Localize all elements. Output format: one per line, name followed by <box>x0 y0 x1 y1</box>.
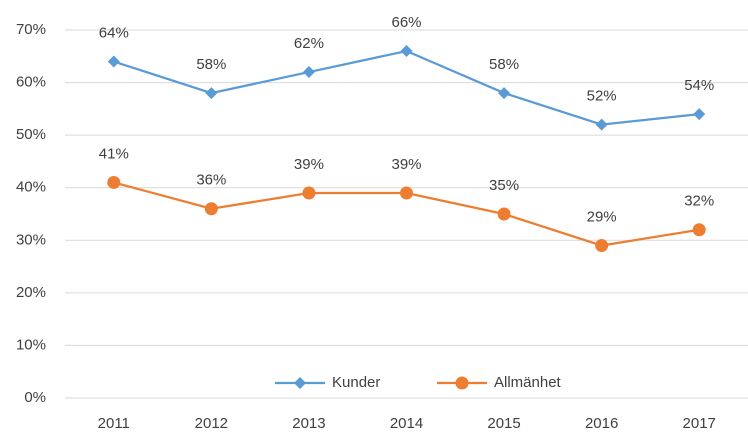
marker <box>204 202 218 216</box>
data-label: 41% <box>99 145 129 162</box>
data-label: 64% <box>99 25 129 42</box>
y-tick-label: 30% <box>16 231 46 248</box>
marker <box>595 239 609 253</box>
x-tick-label: 2016 <box>585 415 618 432</box>
data-label: 39% <box>294 156 324 173</box>
y-tick-label: 10% <box>16 336 46 353</box>
x-tick-label: 2013 <box>292 415 325 432</box>
x-tick-label: 2017 <box>683 415 716 432</box>
marker <box>693 108 706 121</box>
data-label: 36% <box>196 172 226 189</box>
marker <box>692 223 706 237</box>
marker <box>400 186 413 200</box>
marker <box>497 207 511 221</box>
data-label: 58% <box>489 56 519 73</box>
legend-marker <box>294 377 306 389</box>
data-label: 66% <box>391 14 421 31</box>
y-tick-label: 0% <box>24 389 46 406</box>
marker <box>107 55 120 68</box>
y-tick-label: 50% <box>16 126 46 143</box>
marker <box>205 87 218 100</box>
data-label: 52% <box>587 88 617 105</box>
legend-label: Kunder <box>332 374 380 391</box>
marker <box>302 186 316 200</box>
marker <box>107 175 121 189</box>
data-label: 54% <box>684 77 714 94</box>
marker <box>595 118 608 131</box>
x-tick-label: 2011 <box>98 415 130 432</box>
x-tick-label: 2012 <box>195 415 228 432</box>
legend-label: Allmänhet <box>494 374 562 391</box>
data-label: 29% <box>587 209 617 226</box>
data-label: 35% <box>489 177 519 194</box>
legend-marker <box>455 376 469 390</box>
marker <box>400 45 413 58</box>
data-label: 62% <box>294 35 324 52</box>
y-tick-label: 70% <box>16 21 46 38</box>
y-tick-label: 20% <box>16 284 46 301</box>
x-tick-label: 2014 <box>390 415 423 432</box>
marker <box>302 66 315 79</box>
marker <box>498 87 511 100</box>
x-tick-label: 2015 <box>487 415 520 432</box>
data-label: 32% <box>684 193 714 210</box>
y-tick-label: 40% <box>16 179 46 196</box>
data-label: 39% <box>391 156 421 173</box>
data-label: 58% <box>196 56 226 73</box>
y-tick-label: 60% <box>16 74 46 91</box>
